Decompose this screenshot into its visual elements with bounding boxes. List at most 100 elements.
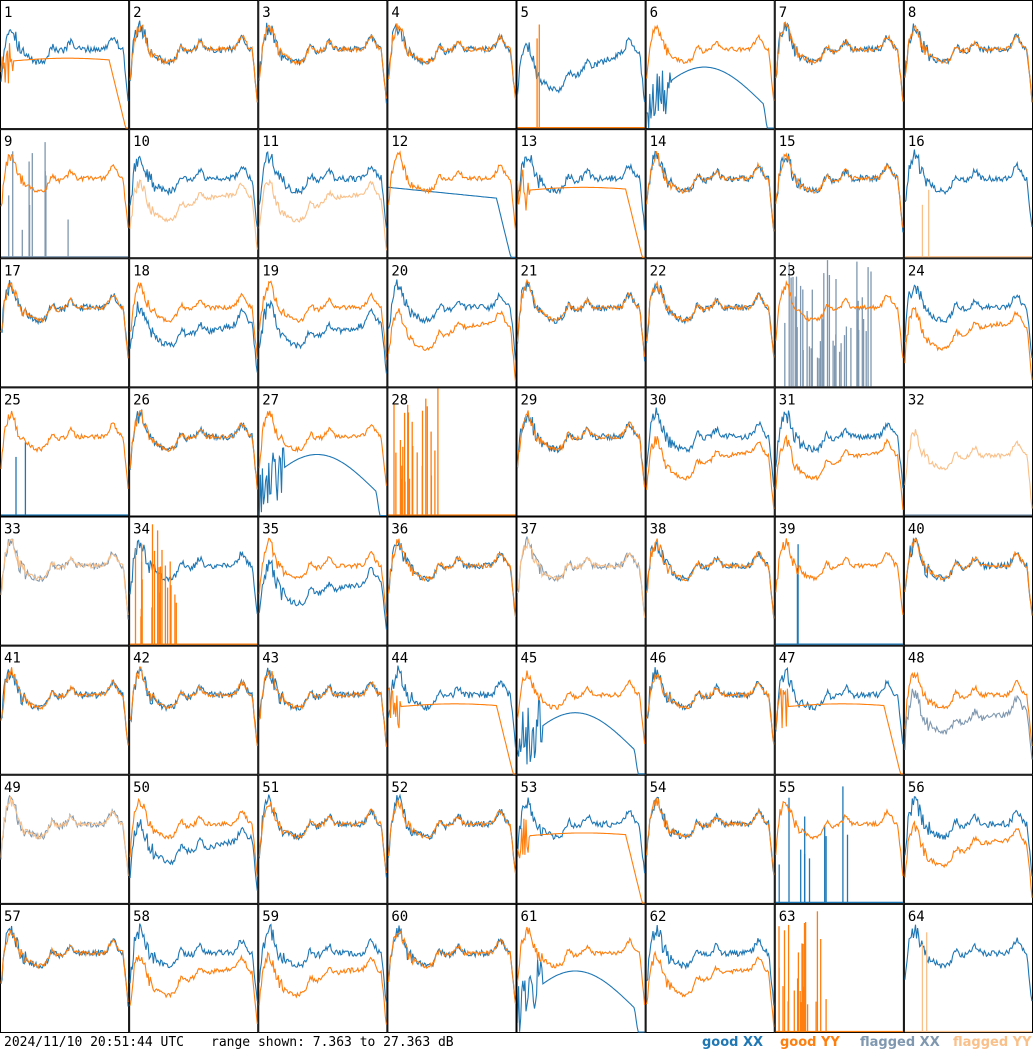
panel-60: 60	[387, 903, 517, 1033]
panel-number: 30	[650, 392, 667, 408]
yy-series	[516, 410, 646, 488]
panel-frame	[258, 774, 388, 904]
panel-number: 18	[133, 263, 150, 279]
xx-series	[258, 923, 387, 1003]
panel-number: 6	[650, 5, 658, 21]
panel-number: 17	[4, 263, 21, 279]
yy-series	[258, 178, 387, 251]
panel-frame	[258, 129, 388, 259]
panel-frame	[774, 645, 904, 775]
xx-series	[904, 688, 1033, 760]
panel-number: 38	[650, 522, 667, 538]
panel-16: 16	[903, 129, 1033, 259]
panel-frame	[0, 258, 130, 388]
panel-number: 59	[262, 909, 279, 925]
panel-4: 4	[387, 0, 517, 130]
legend-good-yy: good YY	[780, 1035, 840, 1050]
panel-25: 25	[0, 387, 130, 517]
panel-frame	[387, 774, 517, 904]
yy-series	[646, 673, 775, 745]
yy-series	[775, 538, 904, 615]
panel-6: 6	[645, 0, 775, 130]
panel-number: 34	[133, 522, 150, 538]
panel-number: 14	[650, 134, 667, 150]
panel-frame	[645, 516, 775, 646]
panel-frame	[129, 903, 259, 1033]
panel-frame	[645, 129, 775, 259]
panel-frame	[903, 774, 1033, 904]
yy-series	[129, 410, 258, 490]
panel-63: 63	[774, 903, 904, 1033]
panel-1: 1	[0, 0, 130, 130]
yy-series	[258, 670, 387, 747]
yy-series	[0, 667, 129, 746]
panel-number: 27	[262, 392, 279, 408]
panel-49: 49	[0, 774, 130, 904]
panel-number: 61	[521, 909, 538, 925]
panel-19: 19	[258, 258, 388, 388]
xx-series	[775, 410, 904, 489]
yy-series	[516, 538, 646, 618]
panel-44: 44	[387, 645, 517, 775]
panel-frame	[516, 258, 646, 388]
yy-series	[387, 308, 517, 382]
panel-number: 45	[521, 651, 538, 667]
panel-number: 35	[262, 522, 279, 538]
yy-series	[258, 801, 387, 874]
panel-52: 52	[387, 774, 517, 904]
panel-29: 29	[516, 387, 646, 517]
panel-frame	[387, 258, 517, 388]
yy-series	[904, 820, 1033, 898]
panel-64: 64	[903, 903, 1033, 1033]
yy-series	[0, 282, 129, 359]
panel-31: 31	[774, 387, 904, 517]
panel-58: 58	[129, 903, 259, 1033]
panel-61: 61	[516, 903, 646, 1033]
yy-series	[516, 818, 645, 904]
panel-number: 3	[262, 5, 270, 21]
panel-number: 62	[650, 909, 667, 925]
panel-number: 47	[779, 651, 796, 667]
yy-series	[775, 280, 904, 359]
xx-series	[258, 447, 387, 517]
panel-number: 20	[391, 263, 408, 279]
xx-series	[904, 796, 1033, 877]
panel-frame	[645, 645, 775, 775]
panel-frame	[903, 258, 1033, 388]
panel-number: 11	[262, 134, 279, 150]
panel-8: 8	[903, 0, 1033, 130]
panel-39: 39	[774, 516, 904, 646]
yy-series	[129, 281, 258, 360]
panel-38: 38	[645, 516, 775, 646]
yy-series	[775, 434, 904, 510]
panel-frame	[774, 903, 904, 1033]
panel-frame	[645, 903, 775, 1033]
panel-number: 8	[908, 5, 916, 21]
panel-45: 45	[516, 645, 646, 775]
panel-number: 63	[779, 909, 796, 925]
panel-frame	[0, 903, 130, 1033]
panel-26: 26	[129, 387, 259, 517]
panel-frame	[387, 903, 517, 1033]
panel-frame	[903, 903, 1033, 1033]
panel-7: 7	[774, 0, 904, 130]
yy-series	[258, 410, 387, 486]
panel-number: 46	[650, 651, 667, 667]
panel-number: 52	[391, 780, 408, 796]
xx-series	[258, 559, 387, 630]
panel-frame	[387, 645, 517, 775]
xx-series	[516, 959, 645, 1033]
yy-series	[0, 538, 129, 615]
xx-series	[129, 819, 258, 891]
yy-series	[129, 179, 258, 250]
xx-series	[0, 29, 129, 102]
panel-number: 28	[391, 392, 408, 408]
panel-frame	[516, 387, 646, 517]
range-text: range shown: 7.363 to 27.363 dB	[211, 1035, 454, 1050]
panel-frame	[774, 774, 904, 904]
panel-40: 40	[903, 516, 1033, 646]
panel-frame	[0, 387, 130, 517]
panel-frame	[258, 258, 388, 388]
yy-series	[646, 950, 775, 1027]
